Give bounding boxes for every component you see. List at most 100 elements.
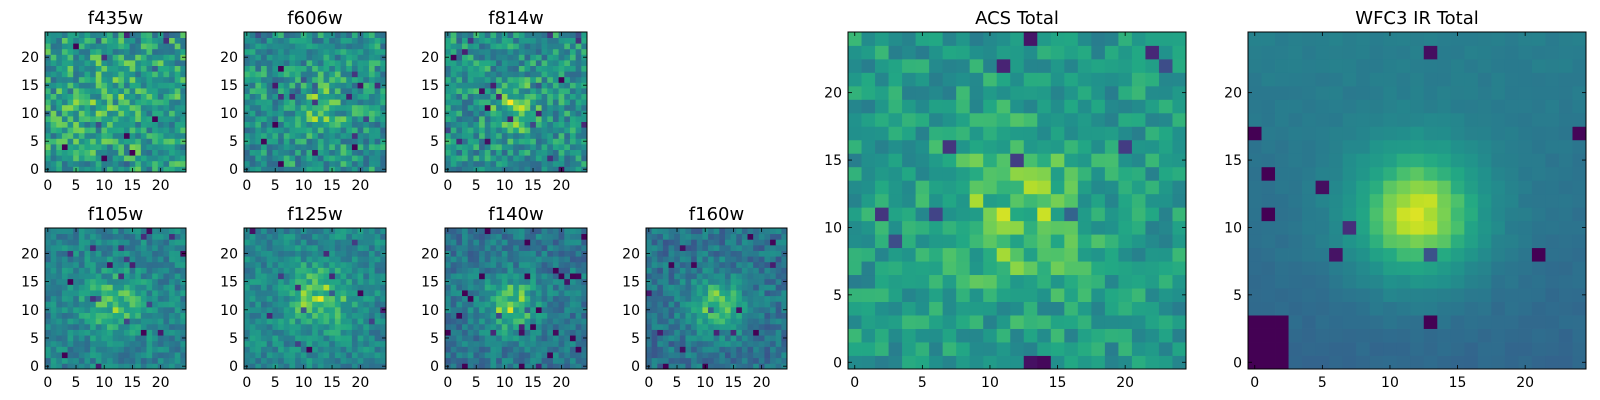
heatmap-cell xyxy=(300,54,307,61)
heatmap-cell xyxy=(300,43,307,50)
heatmap-cell xyxy=(581,284,588,291)
heatmap-cell xyxy=(289,357,296,364)
heatmap-cell xyxy=(244,312,251,319)
heatmap-cell xyxy=(163,99,170,106)
heatmap-cell xyxy=(462,352,469,359)
heatmap-cell xyxy=(95,290,102,297)
heatmap-cell xyxy=(535,323,542,330)
heatmap-cell xyxy=(278,244,285,251)
heatmap-cell xyxy=(351,76,358,83)
heatmap-cell xyxy=(50,144,57,150)
heatmap-cell xyxy=(118,166,125,173)
heatmap-cell xyxy=(496,99,503,106)
heatmap-cell xyxy=(249,340,256,347)
heatmap-cell xyxy=(118,99,125,106)
heatmap-cell xyxy=(657,233,664,240)
heatmap-cell xyxy=(547,155,554,162)
heatmap-cell xyxy=(146,306,153,313)
heatmap-cell xyxy=(490,346,497,353)
heatmap-cell xyxy=(152,278,159,285)
heatmap-cell xyxy=(323,284,330,291)
heatmap-cell xyxy=(535,357,542,364)
heatmap-cell xyxy=(346,149,353,156)
heatmap-cell xyxy=(45,60,52,66)
heatmap-cell xyxy=(467,323,474,330)
heatmap-cell xyxy=(490,54,497,61)
heatmap-cell xyxy=(691,312,698,319)
heatmap-cell xyxy=(713,318,720,325)
heatmap-cell xyxy=(696,340,703,347)
heatmap-cell xyxy=(255,60,262,66)
heatmap-cell xyxy=(334,284,341,291)
heatmap-cell xyxy=(340,329,347,336)
heatmap-cell xyxy=(157,239,164,246)
heatmap-cell xyxy=(363,82,370,89)
heatmap-cell xyxy=(56,323,63,330)
heatmap-cell xyxy=(78,323,85,330)
heatmap-cell xyxy=(1050,166,1065,181)
heatmap-cell xyxy=(306,295,313,302)
heatmap-cell xyxy=(101,65,108,72)
heatmap-cell xyxy=(107,340,114,347)
heatmap-cell xyxy=(861,261,876,276)
x-tick-label: 10 xyxy=(496,178,514,194)
heatmap-cell xyxy=(380,76,387,83)
heatmap-cell xyxy=(334,110,341,117)
heatmap-cell xyxy=(163,32,170,38)
heatmap-cell xyxy=(56,71,63,78)
heatmap-cell xyxy=(374,301,381,308)
heatmap-cell xyxy=(380,340,387,347)
heatmap-cell xyxy=(691,363,698,370)
heatmap-cell xyxy=(691,318,698,325)
heatmap-cell xyxy=(450,284,457,291)
heatmap-cell xyxy=(174,273,181,280)
heatmap-cell xyxy=(261,121,268,128)
heatmap-cell xyxy=(569,301,577,308)
heatmap-cell xyxy=(888,274,903,289)
heatmap-cell xyxy=(736,239,743,246)
heatmap-cell xyxy=(770,363,777,370)
heatmap-cell xyxy=(484,65,491,72)
heatmap-cell xyxy=(180,295,187,302)
heatmap-cell xyxy=(84,71,91,78)
heatmap-cell xyxy=(61,121,68,128)
heatmap-cell xyxy=(346,312,353,319)
heatmap-cell xyxy=(363,155,370,162)
heatmap-cell xyxy=(73,312,80,319)
heatmap-cell xyxy=(129,301,136,308)
heatmap-cell xyxy=(255,228,262,235)
heatmap-cell xyxy=(1104,288,1119,302)
heatmap-cell xyxy=(467,155,474,162)
heatmap-cell xyxy=(685,239,692,246)
heatmap-cell xyxy=(518,138,525,145)
heatmap-cell xyxy=(456,93,463,100)
heatmap-cell xyxy=(380,43,387,50)
heatmap-cell xyxy=(764,284,771,291)
heatmap-cell xyxy=(306,284,313,291)
heatmap-cell xyxy=(146,239,153,246)
heatmap-cell xyxy=(95,301,102,308)
heatmap-cell xyxy=(368,250,376,257)
heatmap-cell xyxy=(112,48,119,55)
heatmap-cell xyxy=(741,301,748,308)
heatmap-cell xyxy=(255,48,262,55)
heatmap-cell xyxy=(169,357,176,364)
heatmap-cell xyxy=(747,273,754,280)
heatmap-cell xyxy=(569,65,577,72)
heatmap-cell xyxy=(146,166,153,173)
heatmap-cell xyxy=(56,340,63,347)
heatmap-cell xyxy=(524,352,531,359)
heatmap-cell xyxy=(1145,193,1160,208)
heatmap-cell xyxy=(696,295,703,302)
heatmap-cell xyxy=(696,306,703,313)
heatmap-cell xyxy=(479,43,486,50)
heatmap-cell xyxy=(535,278,542,285)
heatmap-cell xyxy=(462,273,469,280)
heatmap-cell xyxy=(713,273,720,280)
heatmap-cell xyxy=(674,306,681,313)
heatmap-cell xyxy=(775,284,782,291)
heatmap-cell xyxy=(306,166,313,173)
heatmap-cell xyxy=(180,155,187,162)
heatmap-cell xyxy=(300,278,307,285)
heatmap-cell xyxy=(651,284,658,291)
